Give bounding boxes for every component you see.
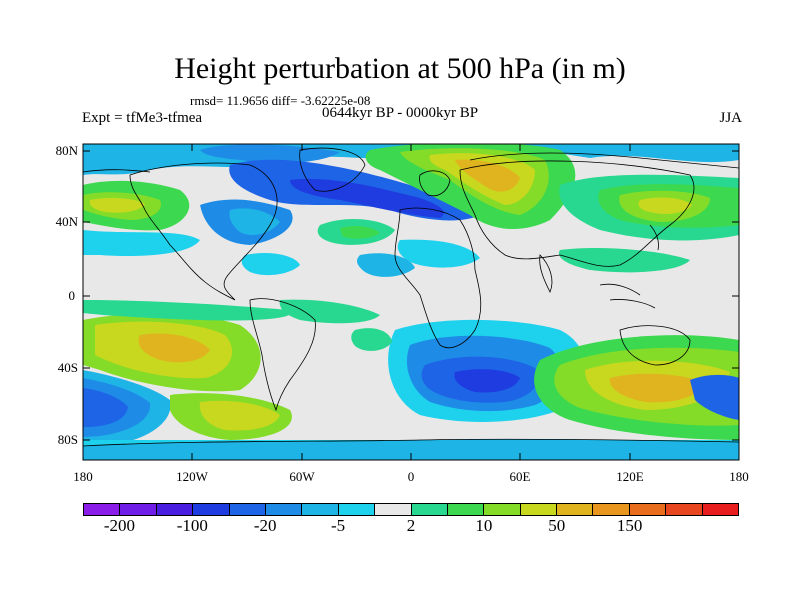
- colorbar-segment: [447, 504, 485, 515]
- colorbar-segment: [120, 504, 157, 515]
- colorbar-segment: [338, 504, 376, 515]
- season-label: JJA: [719, 110, 742, 126]
- coastlines-layer: [83, 147, 739, 447]
- lat-label-40s: 40S: [58, 360, 78, 375]
- colorbar-segment: [302, 504, 339, 515]
- colorbar: [83, 503, 739, 516]
- lat-label-40n: 40N: [56, 214, 79, 229]
- period-label: 0644kyr BP - 0000kyr BP: [321, 105, 479, 121]
- colorbar-segment: [229, 504, 266, 515]
- colorbar-label: 2: [406, 516, 416, 535]
- colorbar-segment: [629, 504, 667, 515]
- colorbar-segment: [265, 504, 303, 515]
- colorbar-label: -200: [103, 516, 136, 535]
- colorbar-segment: [193, 504, 230, 515]
- colorbar-label: 50: [548, 516, 566, 535]
- plot-title: Height perturbation at 500 hPa (in m): [174, 52, 626, 85]
- colorbar-segment: [593, 504, 630, 515]
- experiment-label: Expt = tfMe3-tfmea: [82, 110, 203, 126]
- lat-label-0: 0: [69, 288, 76, 303]
- lon-label-180e: 180: [729, 469, 749, 484]
- lat-label-80n: 80N: [56, 143, 79, 158]
- colorbar-label: -20: [253, 516, 277, 535]
- colorbar-label: -100: [176, 516, 208, 535]
- colorbar-label: 10: [475, 516, 493, 535]
- lon-label-0: 0: [408, 469, 415, 484]
- colorbar-segment: [520, 504, 558, 515]
- colorbar-segment: [484, 504, 521, 515]
- colorbar-segment: [375, 504, 412, 515]
- colorbar-segment: [702, 504, 739, 515]
- colorbar-segment: [557, 504, 594, 515]
- colorbar-segment: [84, 504, 121, 515]
- contour-fill-layer: [83, 144, 739, 460]
- colorbar-segment: [411, 504, 448, 515]
- axis-ticks: [83, 144, 739, 460]
- colorbar-label: 150: [616, 516, 643, 535]
- lon-label-120w: 120W: [176, 469, 209, 484]
- lon-label-120e: 120E: [616, 469, 644, 484]
- lon-label-60e: 60E: [510, 469, 531, 484]
- lon-label-60w: 60W: [289, 469, 315, 484]
- colorbar-label: -5: [331, 516, 346, 535]
- lat-label-80s: 80S: [58, 432, 78, 447]
- colorbar-segment: [156, 504, 194, 515]
- rmsd-stats: rmsd= 11.9656 diff= -3.62225e-08: [190, 93, 371, 108]
- lon-label-180w: 180: [73, 469, 93, 484]
- colorbar-segment: [666, 504, 703, 515]
